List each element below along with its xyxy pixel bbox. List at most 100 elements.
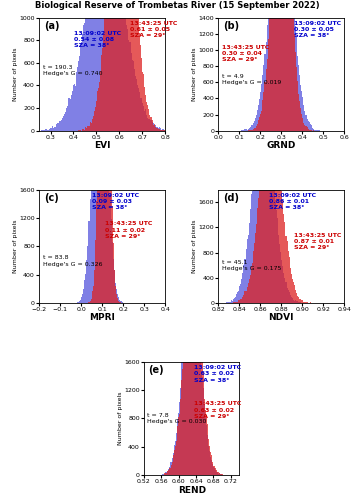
Bar [262, 100, 263, 130]
Bar [155, 127, 156, 130]
Bar [260, 92, 261, 130]
Bar [219, 474, 220, 475]
Bar [251, 266, 252, 303]
Bar [149, 115, 151, 130]
Bar [269, 8, 270, 130]
Bar [311, 126, 312, 130]
Bar [180, 388, 181, 475]
Bar [267, 115, 268, 303]
Bar [55, 127, 56, 130]
Bar [300, 84, 301, 130]
Bar [174, 450, 175, 475]
Bar [301, 114, 302, 130]
Bar [91, 0, 92, 130]
Bar [115, 286, 116, 303]
Bar [86, 128, 87, 130]
Bar [167, 470, 168, 475]
Bar [201, 356, 202, 475]
Bar [282, 0, 283, 130]
Bar [306, 119, 307, 130]
Bar [151, 120, 152, 130]
Bar [304, 111, 305, 130]
Bar [254, 128, 255, 130]
Y-axis label: Number of pixels: Number of pixels [192, 220, 197, 273]
Bar [152, 122, 153, 130]
Bar [184, 332, 185, 475]
Bar [294, 34, 295, 130]
Bar [229, 302, 230, 303]
Bar [49, 129, 50, 130]
Bar [84, 23, 85, 130]
Bar [89, 302, 91, 303]
Bar [132, 0, 133, 130]
Bar [146, 115, 147, 130]
Bar [305, 302, 306, 303]
Bar [279, 160, 280, 303]
Bar [92, 118, 93, 130]
Bar [115, 283, 116, 303]
Bar [293, 282, 294, 303]
Bar [260, 111, 261, 303]
Bar [141, 58, 142, 130]
Bar [292, 298, 293, 303]
Bar [92, 290, 93, 303]
Text: 13:43:25 UTC
0.61 ± 0.05
SZA = 29°: 13:43:25 UTC 0.61 ± 0.05 SZA = 29° [130, 21, 177, 38]
Bar [258, 105, 259, 130]
Bar [286, 0, 288, 130]
Bar [297, 82, 298, 130]
Bar [102, 0, 103, 130]
Bar [295, 26, 296, 130]
Bar [196, 294, 197, 475]
Bar [94, 51, 95, 303]
Bar [260, 170, 261, 303]
Bar [119, 302, 120, 303]
Bar [202, 377, 203, 475]
Bar [301, 91, 302, 130]
Bar [98, 88, 99, 130]
Bar [133, 0, 134, 130]
Bar [286, 241, 288, 303]
Bar [179, 414, 180, 475]
Bar [114, 0, 115, 130]
Bar [142, 72, 143, 130]
Bar [208, 446, 209, 475]
Bar [220, 474, 221, 475]
Bar [121, 302, 122, 303]
Bar [285, 0, 286, 130]
Bar [169, 466, 170, 475]
Bar [263, 92, 264, 130]
Bar [302, 118, 304, 130]
Bar [273, 173, 274, 303]
Bar [76, 72, 77, 130]
Bar [125, 12, 126, 130]
Bar [136, 79, 137, 130]
Bar [254, 243, 255, 303]
Bar [190, 275, 191, 475]
Bar [132, 60, 133, 130]
Bar [277, 0, 278, 130]
Bar [193, 272, 194, 475]
Bar [99, 82, 100, 130]
Bar [251, 125, 252, 130]
Bar [199, 328, 200, 475]
Bar [204, 404, 205, 475]
Bar [99, 0, 100, 303]
Bar [241, 279, 242, 303]
Bar [252, 191, 253, 303]
X-axis label: REND: REND [178, 486, 206, 494]
Bar [244, 294, 245, 303]
Bar [294, 301, 295, 303]
Text: 13:09:02 UTC
0.09 ± 0.03
SZA = 38°: 13:09:02 UTC 0.09 ± 0.03 SZA = 38° [92, 193, 139, 210]
Bar [92, 125, 93, 303]
Bar [292, 0, 293, 130]
Bar [283, 273, 284, 303]
Bar [174, 446, 175, 475]
Bar [248, 129, 249, 130]
Bar [285, 282, 286, 303]
Bar [146, 102, 147, 130]
Bar [75, 86, 76, 130]
Bar [98, 0, 99, 303]
Bar [91, 123, 92, 130]
Bar [268, 122, 269, 303]
Bar [299, 75, 300, 130]
